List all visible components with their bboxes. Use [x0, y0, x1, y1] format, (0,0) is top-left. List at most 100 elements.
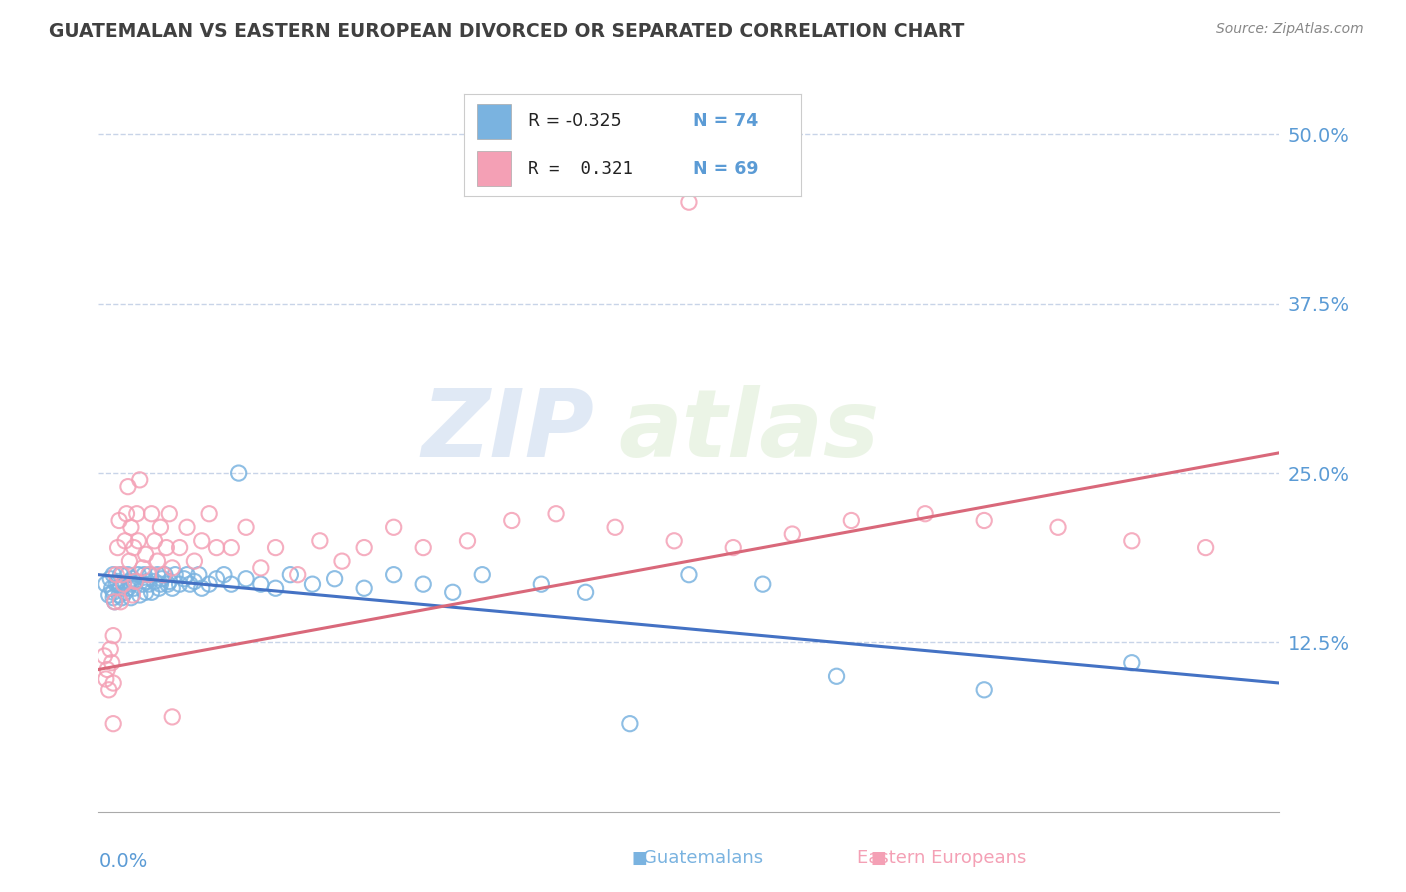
Point: [135, 547, 157, 561]
Point: [100, 581, 122, 595]
Point: [132, 561, 155, 575]
Point: [117, 567, 139, 582]
Point: [120, 577, 142, 591]
Point: [156, 577, 179, 591]
Text: Eastern Europeans: Eastern Europeans: [858, 849, 1026, 867]
Point: [165, 567, 187, 582]
Point: [96, 663, 118, 677]
Point: [103, 676, 125, 690]
Point: [110, 581, 132, 595]
Point: [235, 572, 257, 586]
Text: ■: ■: [870, 849, 887, 867]
Text: Guatemalans: Guatemalans: [643, 849, 763, 867]
Text: N = 69: N = 69: [693, 160, 759, 178]
Point: [124, 574, 146, 589]
Text: GUATEMALAN VS EASTERN EUROPEAN DIVORCED OR SEPARATED CORRELATION CHART: GUATEMALAN VS EASTERN EUROPEAN DIVORCED …: [49, 22, 965, 41]
Bar: [478, 104, 512, 139]
Point: [157, 507, 180, 521]
Point: [678, 567, 700, 582]
Point: [162, 561, 183, 575]
Point: [107, 574, 129, 589]
Text: N = 74: N = 74: [693, 112, 759, 130]
Point: [153, 567, 176, 582]
Point: [104, 595, 127, 609]
Point: [124, 574, 146, 589]
Point: [176, 520, 198, 534]
Text: R =  0.321: R = 0.321: [529, 160, 633, 178]
Point: [103, 591, 125, 605]
Point: [98, 572, 121, 586]
Point: [104, 595, 127, 609]
Point: [146, 554, 169, 568]
Point: [117, 480, 139, 494]
Point: [575, 585, 598, 599]
Point: [280, 567, 302, 582]
Point: [138, 567, 160, 582]
Point: [169, 541, 191, 555]
Point: [723, 541, 745, 555]
Point: [122, 581, 145, 595]
Point: [94, 577, 117, 591]
Point: [100, 656, 122, 670]
Point: [264, 581, 287, 595]
Point: [162, 581, 183, 595]
Point: [973, 514, 995, 528]
Point: [143, 574, 166, 589]
Point: [149, 520, 172, 534]
Point: [110, 595, 132, 609]
Point: [146, 567, 169, 582]
Point: [179, 577, 201, 591]
Point: [212, 567, 235, 582]
Point: [183, 574, 205, 589]
Point: [103, 585, 125, 599]
Point: [198, 507, 221, 521]
Text: ■: ■: [631, 849, 648, 867]
Point: [155, 541, 177, 555]
Point: [152, 567, 174, 582]
Point: [250, 577, 273, 591]
Point: [103, 567, 125, 582]
Point: [412, 541, 434, 555]
Point: [157, 574, 180, 589]
Point: [132, 577, 155, 591]
Point: [664, 533, 686, 548]
Text: atlas: atlas: [619, 385, 879, 477]
Point: [173, 572, 195, 586]
Point: [141, 507, 163, 521]
Point: [103, 629, 125, 643]
Point: [841, 514, 863, 528]
Point: [121, 572, 143, 586]
Point: [619, 716, 641, 731]
Point: [127, 533, 149, 548]
Point: [382, 520, 405, 534]
Point: [221, 541, 243, 555]
Point: [138, 577, 160, 591]
Point: [264, 541, 287, 555]
Point: [235, 520, 257, 534]
Point: [973, 682, 995, 697]
Text: ZIP: ZIP: [422, 385, 595, 477]
Point: [301, 577, 323, 591]
Point: [107, 541, 129, 555]
Point: [108, 514, 131, 528]
Point: [97, 682, 120, 697]
Point: [1121, 656, 1143, 670]
Point: [125, 507, 148, 521]
Point: [94, 672, 117, 686]
Point: [162, 710, 183, 724]
Point: [105, 567, 128, 582]
Point: [103, 716, 125, 731]
Point: [309, 533, 332, 548]
Point: [118, 574, 141, 589]
Point: [111, 567, 134, 582]
Point: [752, 577, 775, 591]
Point: [825, 669, 848, 683]
Point: [353, 581, 375, 595]
Point: [112, 577, 135, 591]
Point: [323, 572, 346, 586]
Point: [143, 533, 166, 548]
Point: [250, 561, 273, 575]
Point: [782, 527, 804, 541]
Point: [501, 514, 523, 528]
Point: [412, 577, 434, 591]
